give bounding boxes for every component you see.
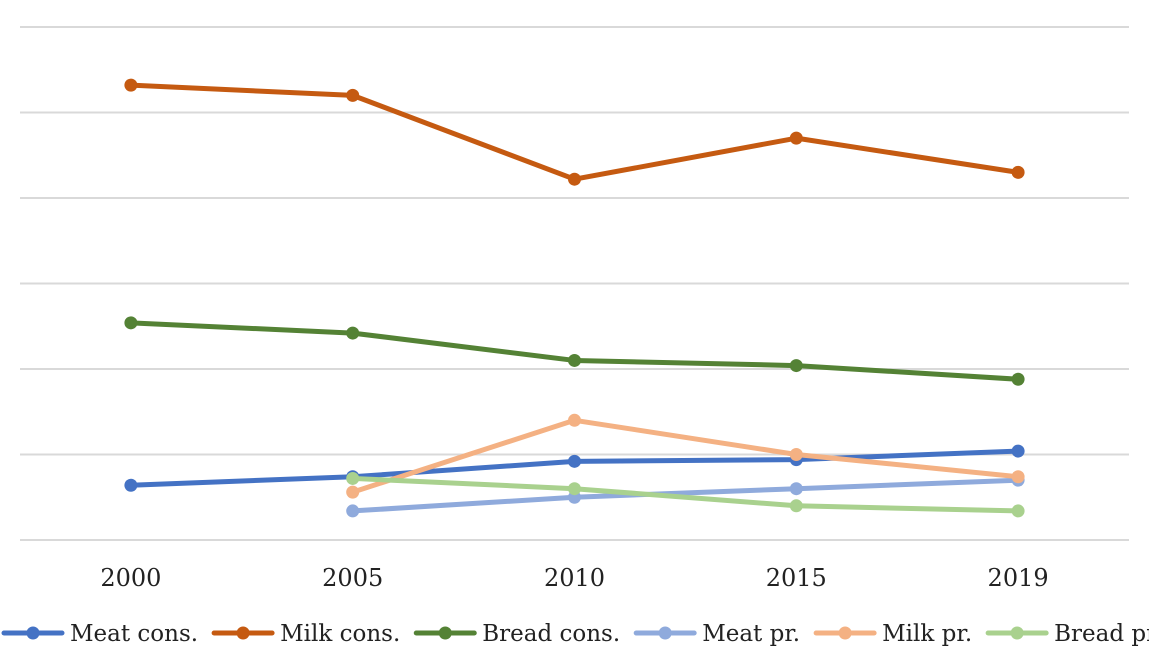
legend-label: Bread pr. [1054,621,1149,646]
x-tick-label: 2019 [988,564,1049,592]
series-line [350,477,1021,514]
legend-point-marker [236,626,250,640]
data-point [1011,444,1025,458]
data-point [1011,165,1025,179]
data-point [346,485,360,499]
data-point [1011,372,1025,386]
legend-label: Milk pr. [882,621,972,646]
series-line [350,417,1021,495]
data-point [568,353,581,367]
legend-label: Milk cons. [280,621,400,646]
legend-label: Meat cons. [70,621,198,646]
series-line [350,475,1021,514]
data-point [568,172,581,186]
data-point [346,471,360,485]
legend-label: Bread cons. [482,621,620,646]
x-axis: 2000 2005 2010 2015 2019 [100,564,1048,592]
data-point [789,131,803,145]
legend-item: Bread cons. [413,621,620,646]
legend-item: Meat cons. [1,621,198,646]
data-point [1011,470,1025,484]
legend-point-marker [438,626,452,640]
x-tick-label: 2015 [766,564,827,592]
data-point [346,326,360,340]
legend-item: Milk pr. [813,621,972,646]
data-point [346,88,360,102]
data-point [124,78,138,92]
data-point [568,413,581,427]
data-point [346,504,360,518]
data-point [789,499,803,513]
series-line [128,320,1021,382]
legend: Meat cons. Milk cons. Bread cons. Meat pr. M… [1,621,1149,646]
legend-label: Meat pr. [702,621,800,646]
series-milk-cons [124,78,1025,186]
data-point [1011,504,1025,518]
series-bread-pr [346,471,1025,518]
series-lines [124,78,1025,518]
legend-item: Bread pr. [985,621,1149,646]
legend-point-marker [838,626,852,640]
legend-point-marker [1010,626,1024,640]
legend-item: Milk cons. [211,621,400,646]
x-tick-label: 2000 [100,564,161,592]
x-tick-label: 2005 [322,564,383,592]
data-point [789,359,803,373]
gridlines [20,26,1129,541]
series-line [128,82,1021,182]
legend-item: Meat pr. [633,621,800,646]
series-milk-pr [346,413,1025,499]
legend-point-marker [658,626,672,640]
data-point [789,448,803,461]
series-bread-cons [124,316,1025,386]
legend-point-marker [26,626,40,640]
data-point [124,478,138,492]
data-point [124,316,138,330]
data-point [789,482,803,496]
data-point [568,482,581,496]
data-point [568,454,581,468]
x-tick-label: 2010 [544,564,605,592]
